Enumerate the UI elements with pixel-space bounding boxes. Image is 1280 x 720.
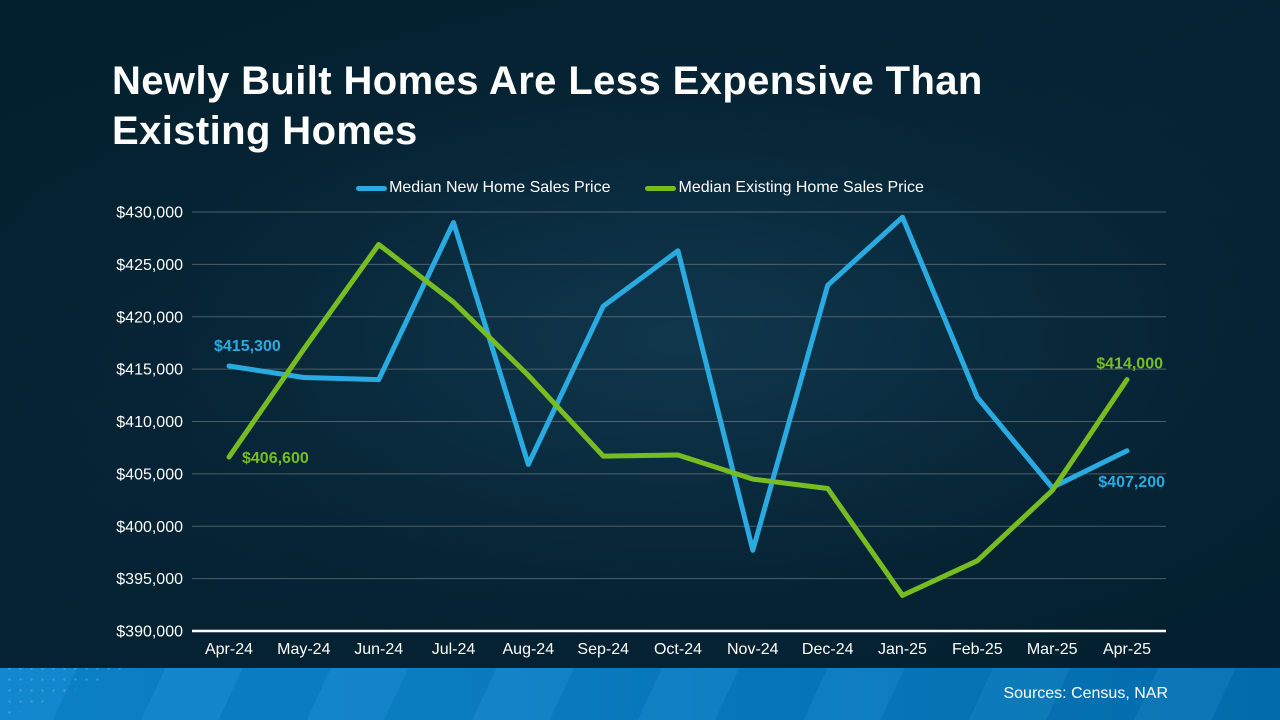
chart-legend: Median New Home Sales Price Median Exist…	[0, 180, 1280, 196]
data-label: $415,300	[214, 338, 281, 355]
y-tick-label: $410,000	[116, 414, 183, 431]
x-tick-label: Aug-24	[503, 641, 555, 658]
page-title-line-1: Newly Built Homes Are Less Expensive Tha…	[112, 59, 983, 103]
x-tick-label: Nov-24	[727, 641, 779, 658]
legend-item-new-home: Median New Home Sales Price	[356, 180, 610, 196]
y-tick-label: $395,000	[116, 571, 183, 588]
x-tick-label: Dec-24	[802, 641, 854, 658]
page-title: Newly Built Homes Are Less Expensive Tha…	[112, 56, 983, 156]
x-tick-label: Sep-24	[577, 641, 629, 658]
page-title-line-2: Existing Homes	[112, 109, 418, 153]
series-line-existing-home	[226, 242, 1130, 598]
x-tick-label: Apr-24	[205, 641, 253, 658]
x-tick-label: May-24	[277, 641, 330, 658]
footer-dots-pattern	[0, 668, 130, 720]
x-tick-label: Jul-24	[432, 641, 476, 658]
x-tick-label: Apr-25	[1103, 641, 1151, 658]
y-tick-label: $420,000	[116, 309, 183, 326]
y-tick-label: $430,000	[116, 205, 183, 222]
y-tick-label: $390,000	[116, 624, 183, 641]
series-line-new-home	[226, 214, 1130, 553]
y-tick-label: $400,000	[116, 519, 183, 536]
legend-label-new-home: Median New Home Sales Price	[389, 179, 611, 196]
y-tick-label: $405,000	[116, 466, 183, 483]
x-tick-label: Jun-24	[354, 641, 403, 658]
y-tick-label: $425,000	[116, 257, 183, 274]
legend-label-existing-home: Median Existing Home Sales Price	[678, 179, 924, 196]
line-swatch-existing-home	[645, 185, 677, 191]
data-label: $414,000	[1096, 356, 1163, 373]
line-swatch-new-home	[356, 185, 388, 191]
x-tick-label: Jan-25	[878, 641, 927, 658]
footer-bar: Sources: Census, NAR	[0, 668, 1280, 720]
x-tick-label: Mar-25	[1027, 641, 1078, 658]
data-label: $407,200	[1098, 474, 1165, 491]
legend-item-existing-home: Median Existing Home Sales Price	[645, 179, 924, 196]
sources-text: Sources: Census, NAR	[1003, 685, 1168, 702]
x-tick-label: Oct-24	[654, 641, 702, 658]
y-tick-label: $415,000	[116, 362, 183, 379]
data-label: $406,600	[242, 450, 309, 467]
x-tick-label: Feb-25	[952, 641, 1003, 658]
